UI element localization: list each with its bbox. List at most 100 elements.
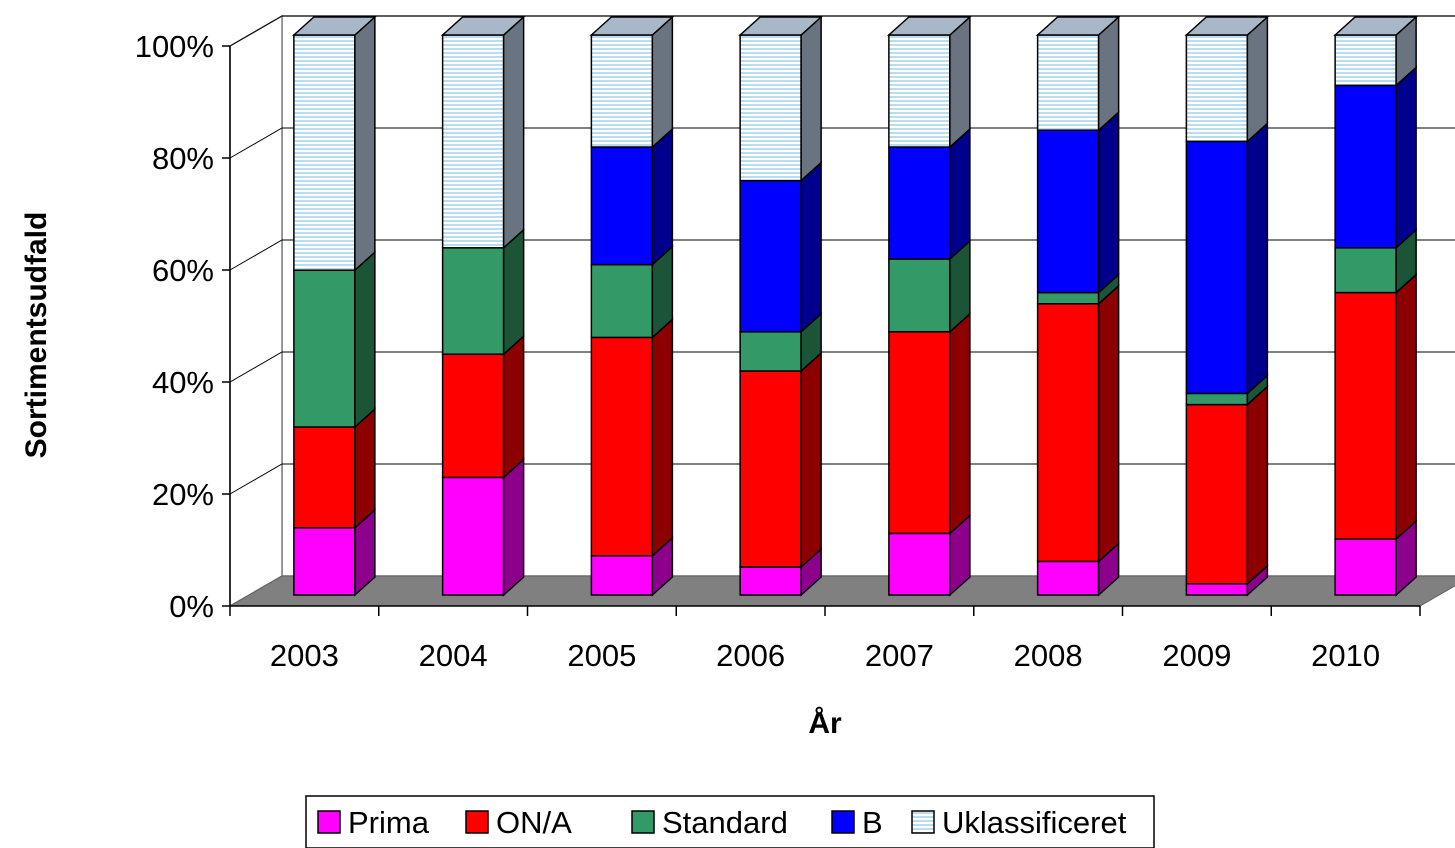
y-tick-label: 0% [169,589,214,624]
y-tick-label: 20% [152,477,214,512]
bar-top-cap [1333,16,1419,36]
bar-segment-prima [739,566,802,596]
bar-segment-b [739,179,802,333]
bar-segment-on-a-side [1246,384,1269,586]
bar-segment-on-a [739,370,802,568]
x-tick-label: 2010 [1311,638,1380,673]
bar-2009 [1184,15,1270,597]
y-tick-label: 40% [152,365,214,400]
bar-segment-uklassificeret [293,34,356,271]
bar-segment-on-a-side [502,334,525,480]
bar-segment-uklassificeret-side [651,15,674,149]
bar-segment-standard-side [502,228,525,356]
legend-label: Standard [662,805,788,840]
bar-segment-standard [1185,392,1249,406]
bar-segment-b [1185,140,1249,395]
x-tick-label: 2006 [716,638,785,673]
bar-segment-standard [888,258,951,333]
bar-segment-uklassificeret [441,34,505,249]
bar-segment-standard-side [354,250,376,429]
legend: Prima ON/A Standard B Uklassificeret [305,795,1155,848]
bar-segment-uklassificeret-side [1246,15,1269,144]
side-wall [229,14,283,608]
x-tick-label: 2009 [1162,638,1231,673]
bar-2006 [738,15,824,597]
bar-segment-uklassificeret [1334,34,1397,87]
legend-swatch [631,810,655,834]
bar-segment-prima [1334,538,1397,596]
bar-segment-prima [1036,560,1100,596]
bar-top-cap [291,16,377,36]
y-tick-label: 100% [135,29,214,64]
legend-swatch [465,810,489,834]
bar-segment-b-side [800,160,822,334]
bar-2005 [589,15,675,597]
bar-segment-on-a-side [1097,284,1120,564]
floor [228,575,1455,607]
bar-segment-prima [441,476,505,596]
bar-segment-uklassificeret [739,34,802,182]
bar-top-cap [886,16,972,36]
bar-segment-on-a-side [354,407,376,530]
bar-top-cap [440,16,526,36]
bar-segment-b-side [1246,121,1269,396]
legend-label: ON/A [496,805,572,840]
legend-swatch [317,810,341,834]
x-tick-label: 2008 [1014,638,1083,673]
bar-segment-uklassificeret [590,34,654,148]
bar-segment-on-a [888,331,951,535]
bar-segment-prima [293,527,356,596]
gridline [229,15,1455,47]
bar-segment-uklassificeret-side [800,15,822,183]
x-tick-label: 2005 [567,638,636,673]
bar-2007 [886,15,972,597]
x-tick-label: 2003 [270,638,339,673]
bar-segment-b-side [949,127,971,261]
bar-2008 [1035,15,1121,597]
bar-segment-uklassificeret [888,34,951,148]
bar-segment-on-a-side [949,312,971,536]
bar-top-cap [738,16,824,36]
bars [291,15,1419,597]
y-axis-ticks: 0% 20% 40% 60% 80% 100% [135,29,231,624]
x-tick-label: 2004 [419,638,488,673]
bar-2004 [440,15,526,597]
bar-segment-prima [888,532,951,596]
plot-walls [229,14,1455,608]
bar-segment-on-a [590,336,654,557]
bar-segment-b [590,146,654,266]
legend-label: Prima [348,805,430,840]
bar-segment-uklassificeret [1185,34,1249,143]
legend-box [305,795,1155,848]
bar-segment-on-a-side [651,317,674,558]
y-tick-label: 60% [152,253,214,288]
bar-segment-uklassificeret [1036,34,1100,131]
bar-segment-on-a-side [1395,272,1417,541]
bar-2010 [1333,15,1419,597]
bar-segment-standard [1036,291,1100,305]
bar-top-cap [589,16,675,36]
bar-2003 [291,15,377,597]
bar-segment-standard [739,331,802,372]
legend-label: Uklassificeret [942,805,1127,840]
legend-swatch [831,810,855,834]
bar-top-cap [1184,16,1270,36]
bar-segment-prima [590,555,654,596]
legend-swatch [911,810,935,834]
bar-segment-uklassificeret-side [1097,15,1120,132]
bar-segment-b-side [1395,65,1417,250]
bar-segment-standard [293,269,356,428]
bar-segment-uklassificeret-side [354,15,376,272]
bar-segment-b [888,146,951,260]
bar-segment-b [1036,129,1100,294]
bar-segment-b [1334,84,1397,249]
y-tick-label: 80% [152,141,214,176]
bar-segment-on-a [1185,403,1249,585]
x-tick-label: 2007 [865,638,934,673]
bar-segment-prima [1185,583,1249,596]
y-axis-title: Sortimentsudfald [20,212,53,459]
x-axis-ticks: 2003 2004 2005 2006 2007 2008 2009 2010 [229,605,1421,673]
bar-segment-standard [1334,247,1397,294]
bar-segment-uklassificeret-side [502,15,525,250]
